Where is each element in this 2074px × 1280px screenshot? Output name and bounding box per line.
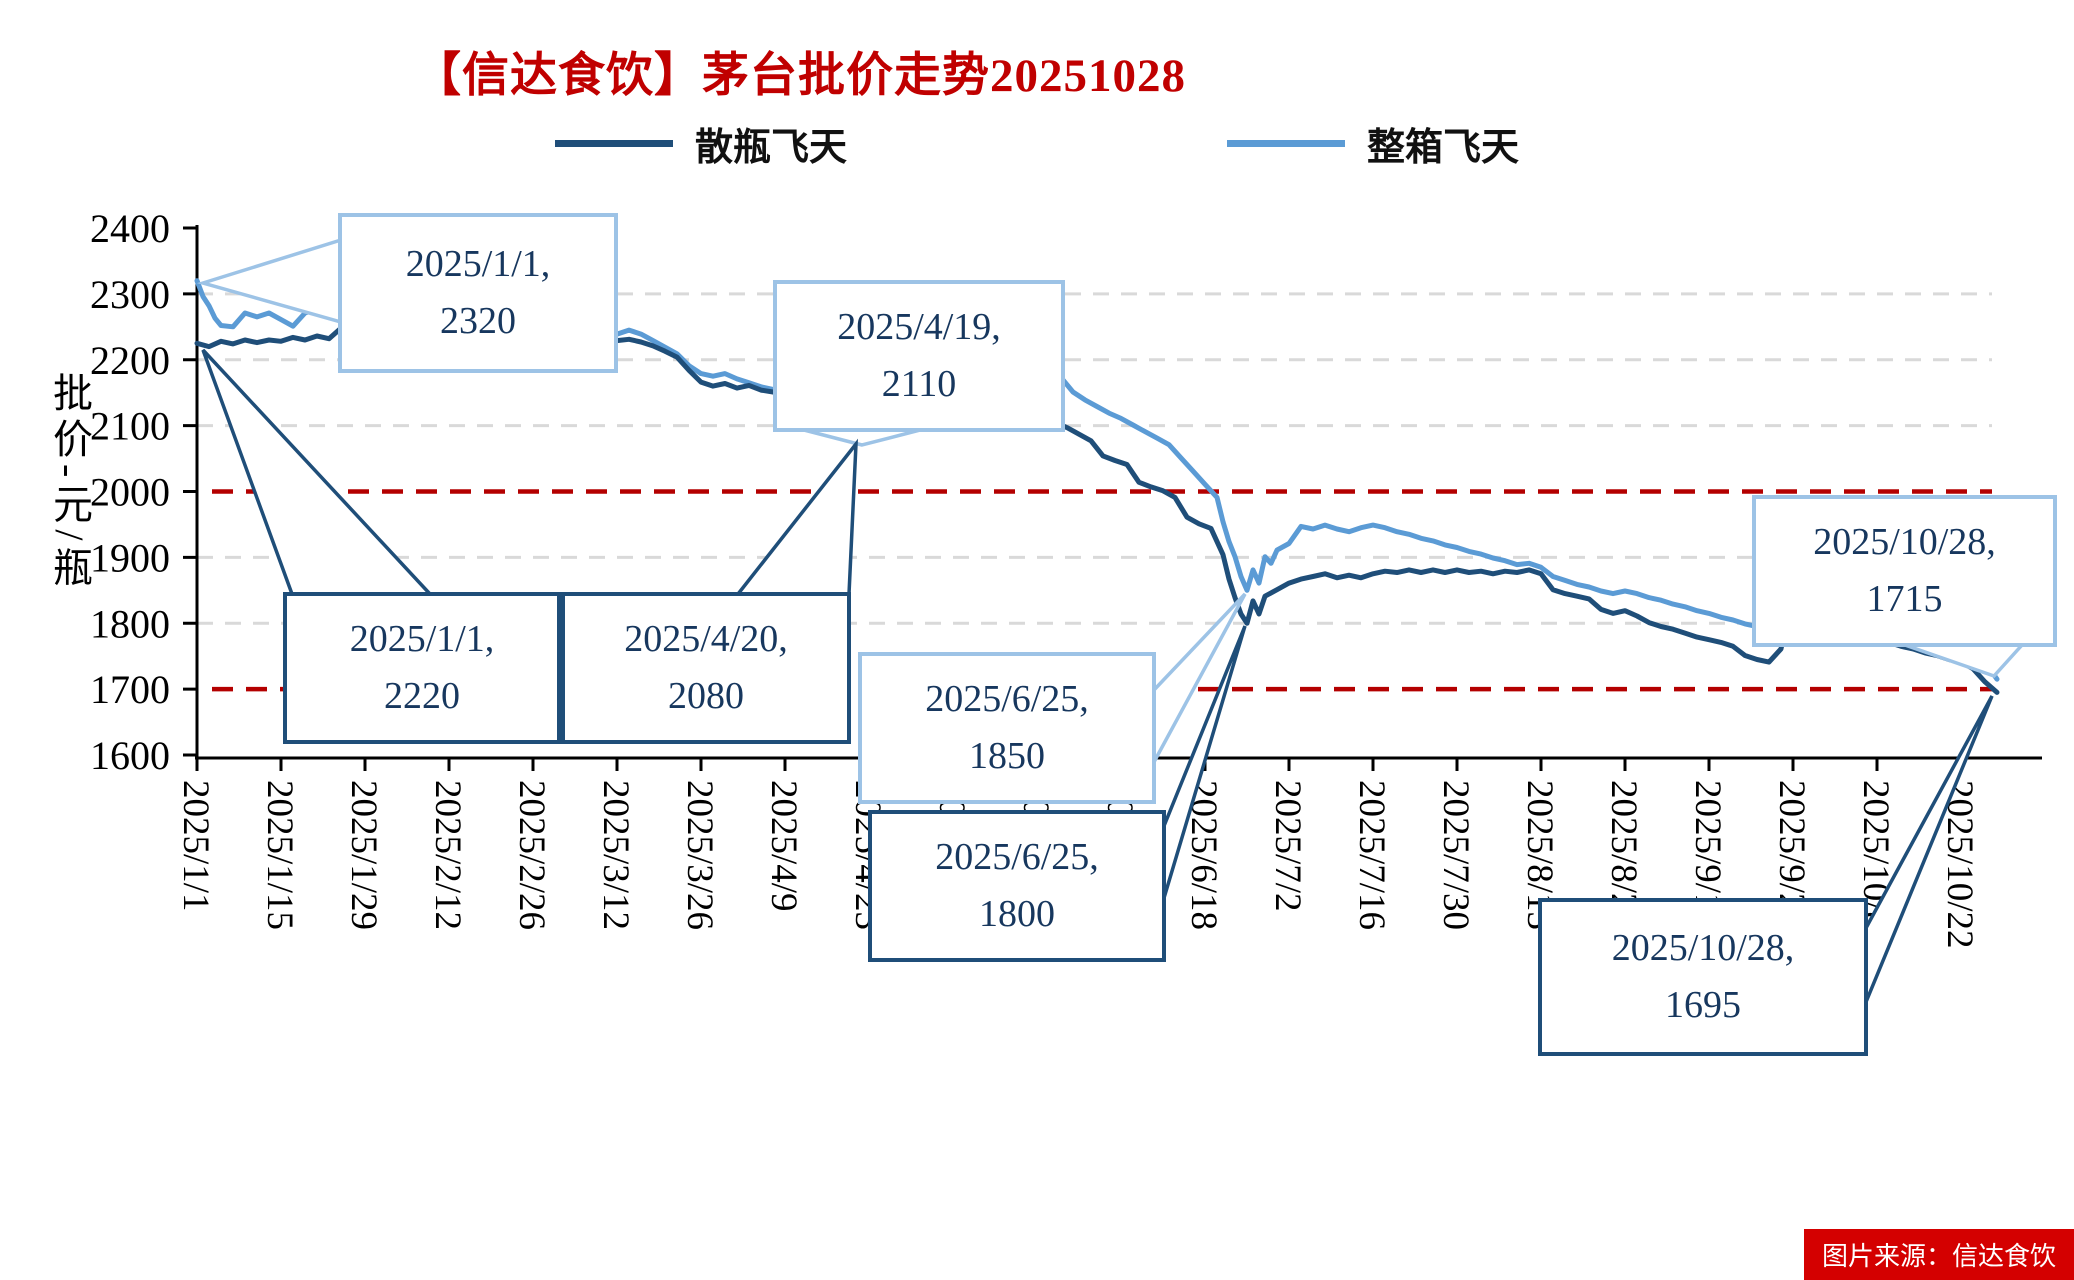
annotation-callout-2320: 2025/1/1, 2320 [338, 213, 618, 373]
annotation-date: 2025/10/28, [1611, 927, 1795, 969]
x-tick-label-4: 2025/2/26 [511, 780, 552, 930]
x-tick-label-2: 2025/1/29 [343, 780, 384, 930]
annotation-callout-2110: 2025/4/19, 2110 [773, 280, 1065, 432]
y-tick-label-1600: 1600 [90, 733, 170, 778]
annotation-callout-2220: 2025/1/1, 2220 [283, 592, 561, 744]
annotation-date: 2025/6/25, [925, 678, 1089, 720]
legend-line-swatch-light [1227, 140, 1345, 147]
y-tick-label-2300: 2300 [90, 272, 170, 317]
annotation-value: 2110 [881, 363, 957, 405]
image-source-badge: 图片来源：信达食饮 [1803, 1229, 2074, 1280]
annotation-date: 2025/4/20, [624, 618, 788, 660]
annotation-leader-2110 [803, 428, 921, 447]
annotation-date: 2025/1/1, [405, 243, 551, 285]
annotation-value: 2080 [668, 675, 744, 717]
annotation-date: 2025/1/1, [349, 618, 495, 660]
y-tick-label-1700: 1700 [90, 667, 170, 712]
annotation-value: 1800 [979, 893, 1055, 935]
x-tick-label-13: 2025/7/2 [1267, 780, 1308, 912]
x-tick-label-6: 2025/3/26 [679, 780, 720, 930]
legend-item-full-case: 整箱飞天 [1227, 116, 1519, 171]
y-tick-label-2000: 2000 [90, 470, 170, 515]
annotation-date: 2025/4/19, [837, 306, 1001, 348]
x-tick-label-3: 2025/2/12 [427, 780, 468, 930]
annotation-leader-1715 [1904, 643, 2026, 679]
legend: 散瓶飞天 整箱飞天 [0, 116, 2074, 171]
x-tick-label-14: 2025/7/16 [1351, 780, 1392, 930]
annotation-value: 2320 [440, 300, 516, 342]
x-tick-label-1: 2025/1/15 [259, 780, 300, 930]
y-tick-label-2200: 2200 [90, 338, 170, 383]
annotation-callout-2080: 2025/4/20, 2080 [561, 592, 851, 744]
annotation-leader-2320 [196, 237, 343, 325]
legend-label-loose-bottle: 散瓶飞天 [694, 127, 847, 169]
annotation-callout-1715: 2025/10/28, 1715 [1752, 495, 2057, 647]
annotation-callout-1695: 2025/10/28, 1695 [1538, 898, 1868, 1056]
annotation-leader-2080 [734, 438, 859, 596]
y-tick-label-1900: 1900 [90, 535, 170, 580]
x-tick-label-7: 2025/4/9 [763, 780, 804, 912]
annotation-callout-1800: 2025/6/25, 1800 [868, 810, 1166, 962]
annotation-callout-1850: 2025/6/25, 1850 [858, 652, 1156, 804]
y-tick-label-2400: 2400 [90, 206, 170, 251]
chart-title: 【信达食饮】茅台批价走势20251028 [414, 50, 1186, 102]
annotation-value: 1695 [1665, 984, 1741, 1026]
x-tick-label-15: 2025/7/30 [1435, 780, 1476, 930]
legend-line-swatch-dark [554, 140, 673, 147]
annotation-value: 1715 [1866, 578, 1943, 620]
y-tick-label-1800: 1800 [90, 601, 170, 646]
annotation-date: 2025/6/25, [935, 836, 1099, 878]
x-tick-label-0: 2025/1/1 [175, 780, 216, 912]
annotation-date: 2025/10/28, [1813, 521, 1996, 563]
x-tick-label-5: 2025/3/12 [595, 780, 636, 930]
legend-item-loose-bottle: 散瓶飞天 [554, 116, 847, 171]
y-axis-title: 批价-元/瓶 [47, 372, 92, 593]
annotation-value: 2220 [384, 675, 460, 717]
annotation-value: 1850 [969, 735, 1045, 777]
legend-label-full-case: 整箱飞天 [1367, 127, 1520, 169]
y-tick-label-2100: 2100 [90, 404, 170, 449]
